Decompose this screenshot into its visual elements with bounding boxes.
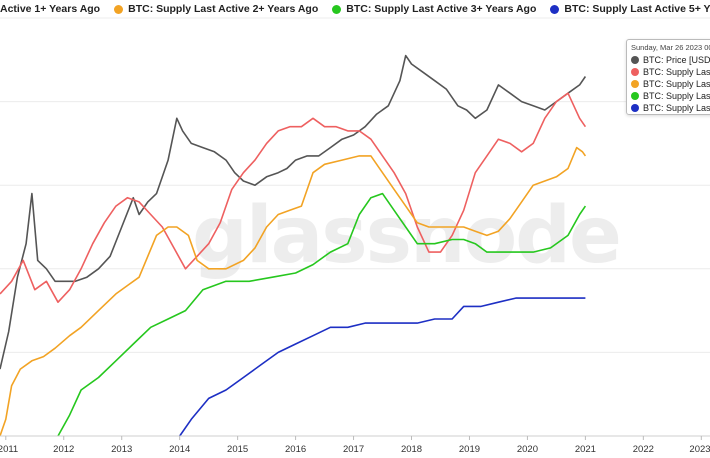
legend-item[interactable]: BTC: Supply Last Active 3+ Years Ago (332, 3, 536, 15)
tooltip-dot-icon (631, 56, 639, 64)
x-tick-label: 2015 (227, 444, 248, 455)
x-tick-label: 2012 (53, 444, 74, 455)
legend-item[interactable]: Active 1+ Years Ago (0, 3, 100, 15)
tooltip-dot-icon (631, 68, 639, 76)
series-line-0 (0, 54, 587, 370)
series-line-3 (57, 192, 587, 437)
hover-tooltip: Sunday, Mar 26 2023 00: BTC: Price [USD B… (626, 39, 710, 115)
legend-label: BTC: Supply Last Active 5+ Years Ago (564, 3, 710, 15)
tooltip-label: BTC: Supply Las (643, 79, 710, 89)
x-tick-label: 2018 (401, 444, 422, 455)
x-tick-label: 2014 (169, 444, 190, 455)
tooltip-dot-icon (631, 104, 639, 112)
x-tick-label: 2021 (575, 444, 596, 455)
tooltip-label: BTC: Supply Las (643, 67, 710, 77)
x-tick-label: 2019 (459, 444, 480, 455)
legend-dot-icon (550, 4, 560, 14)
series-line-4 (179, 297, 586, 437)
tooltip-label: BTC: Supply Las (643, 103, 710, 113)
tooltip-row: BTC: Supply Las (631, 90, 710, 102)
tooltip-row: BTC: Price [USD (631, 54, 710, 66)
tooltip-label: BTC: Price [USD (643, 55, 710, 65)
watermark: glassnode (192, 191, 620, 281)
x-tick-label: 2023 (689, 444, 710, 455)
x-tick-label: 2022 (633, 444, 654, 455)
x-axis: 2011 2012 2013 2014 2015 2016 2017 2018 2019 2020… (0, 435, 710, 455)
series-layer (0, 54, 587, 437)
x-tick-label: 2013 (111, 444, 132, 455)
tooltip-dot-icon (631, 92, 639, 100)
legend-dot-icon (332, 4, 342, 14)
legend-label: Active 1+ Years Ago (0, 3, 101, 15)
tooltip-row: BTC: Supply Las (631, 102, 710, 114)
x-tick-label: 2011 (0, 444, 18, 455)
series-line-1 (0, 92, 587, 303)
tooltip-dot-icon (631, 80, 639, 88)
x-tick-label: 2016 (285, 444, 306, 455)
legend-label: BTC: Supply Last Active 2+ Years Ago (128, 3, 319, 15)
legend-item[interactable]: BTC: Supply Last Active 5+ Years Ago (550, 3, 710, 15)
series-line-2 (0, 146, 587, 437)
chart-legend: Active 1+ Years Ago BTC: Supply Last Acti… (0, 0, 710, 18)
legend-label: BTC: Supply Last Active 3+ Years Ago (346, 3, 537, 15)
legend-item[interactable]: BTC: Supply Last Active 2+ Years Ago (114, 3, 318, 15)
x-tick-label: 2017 (343, 444, 364, 455)
tooltip-date: Sunday, Mar 26 2023 00: (631, 43, 710, 52)
tooltip-row: BTC: Supply Las (631, 66, 710, 78)
legend-dot-icon (114, 4, 124, 14)
tooltip-row: BTC: Supply Las (631, 78, 710, 90)
tooltip-label: BTC: Supply Las (643, 91, 710, 101)
x-tick-label: 2020 (517, 444, 538, 455)
